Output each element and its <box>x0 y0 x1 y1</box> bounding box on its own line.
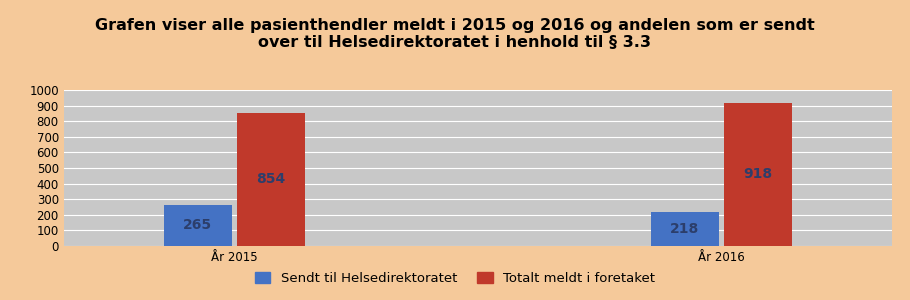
Bar <box>237 113 305 246</box>
Legend: Sendt til Helsedirektoratet, Totalt meldt i foretaket: Sendt til Helsedirektoratet, Totalt meld… <box>249 267 661 290</box>
Text: 218: 218 <box>670 222 700 236</box>
Bar <box>723 103 792 246</box>
Text: 854: 854 <box>256 172 286 186</box>
Text: 265: 265 <box>183 218 212 232</box>
Text: Grafen viser alle pasienthendler meldt i 2015 og 2016 og andelen som er sendt
ov: Grafen viser alle pasienthendler meldt i… <box>96 18 814 50</box>
Bar <box>651 212 719 246</box>
Bar <box>164 205 232 246</box>
Text: 918: 918 <box>743 167 773 182</box>
